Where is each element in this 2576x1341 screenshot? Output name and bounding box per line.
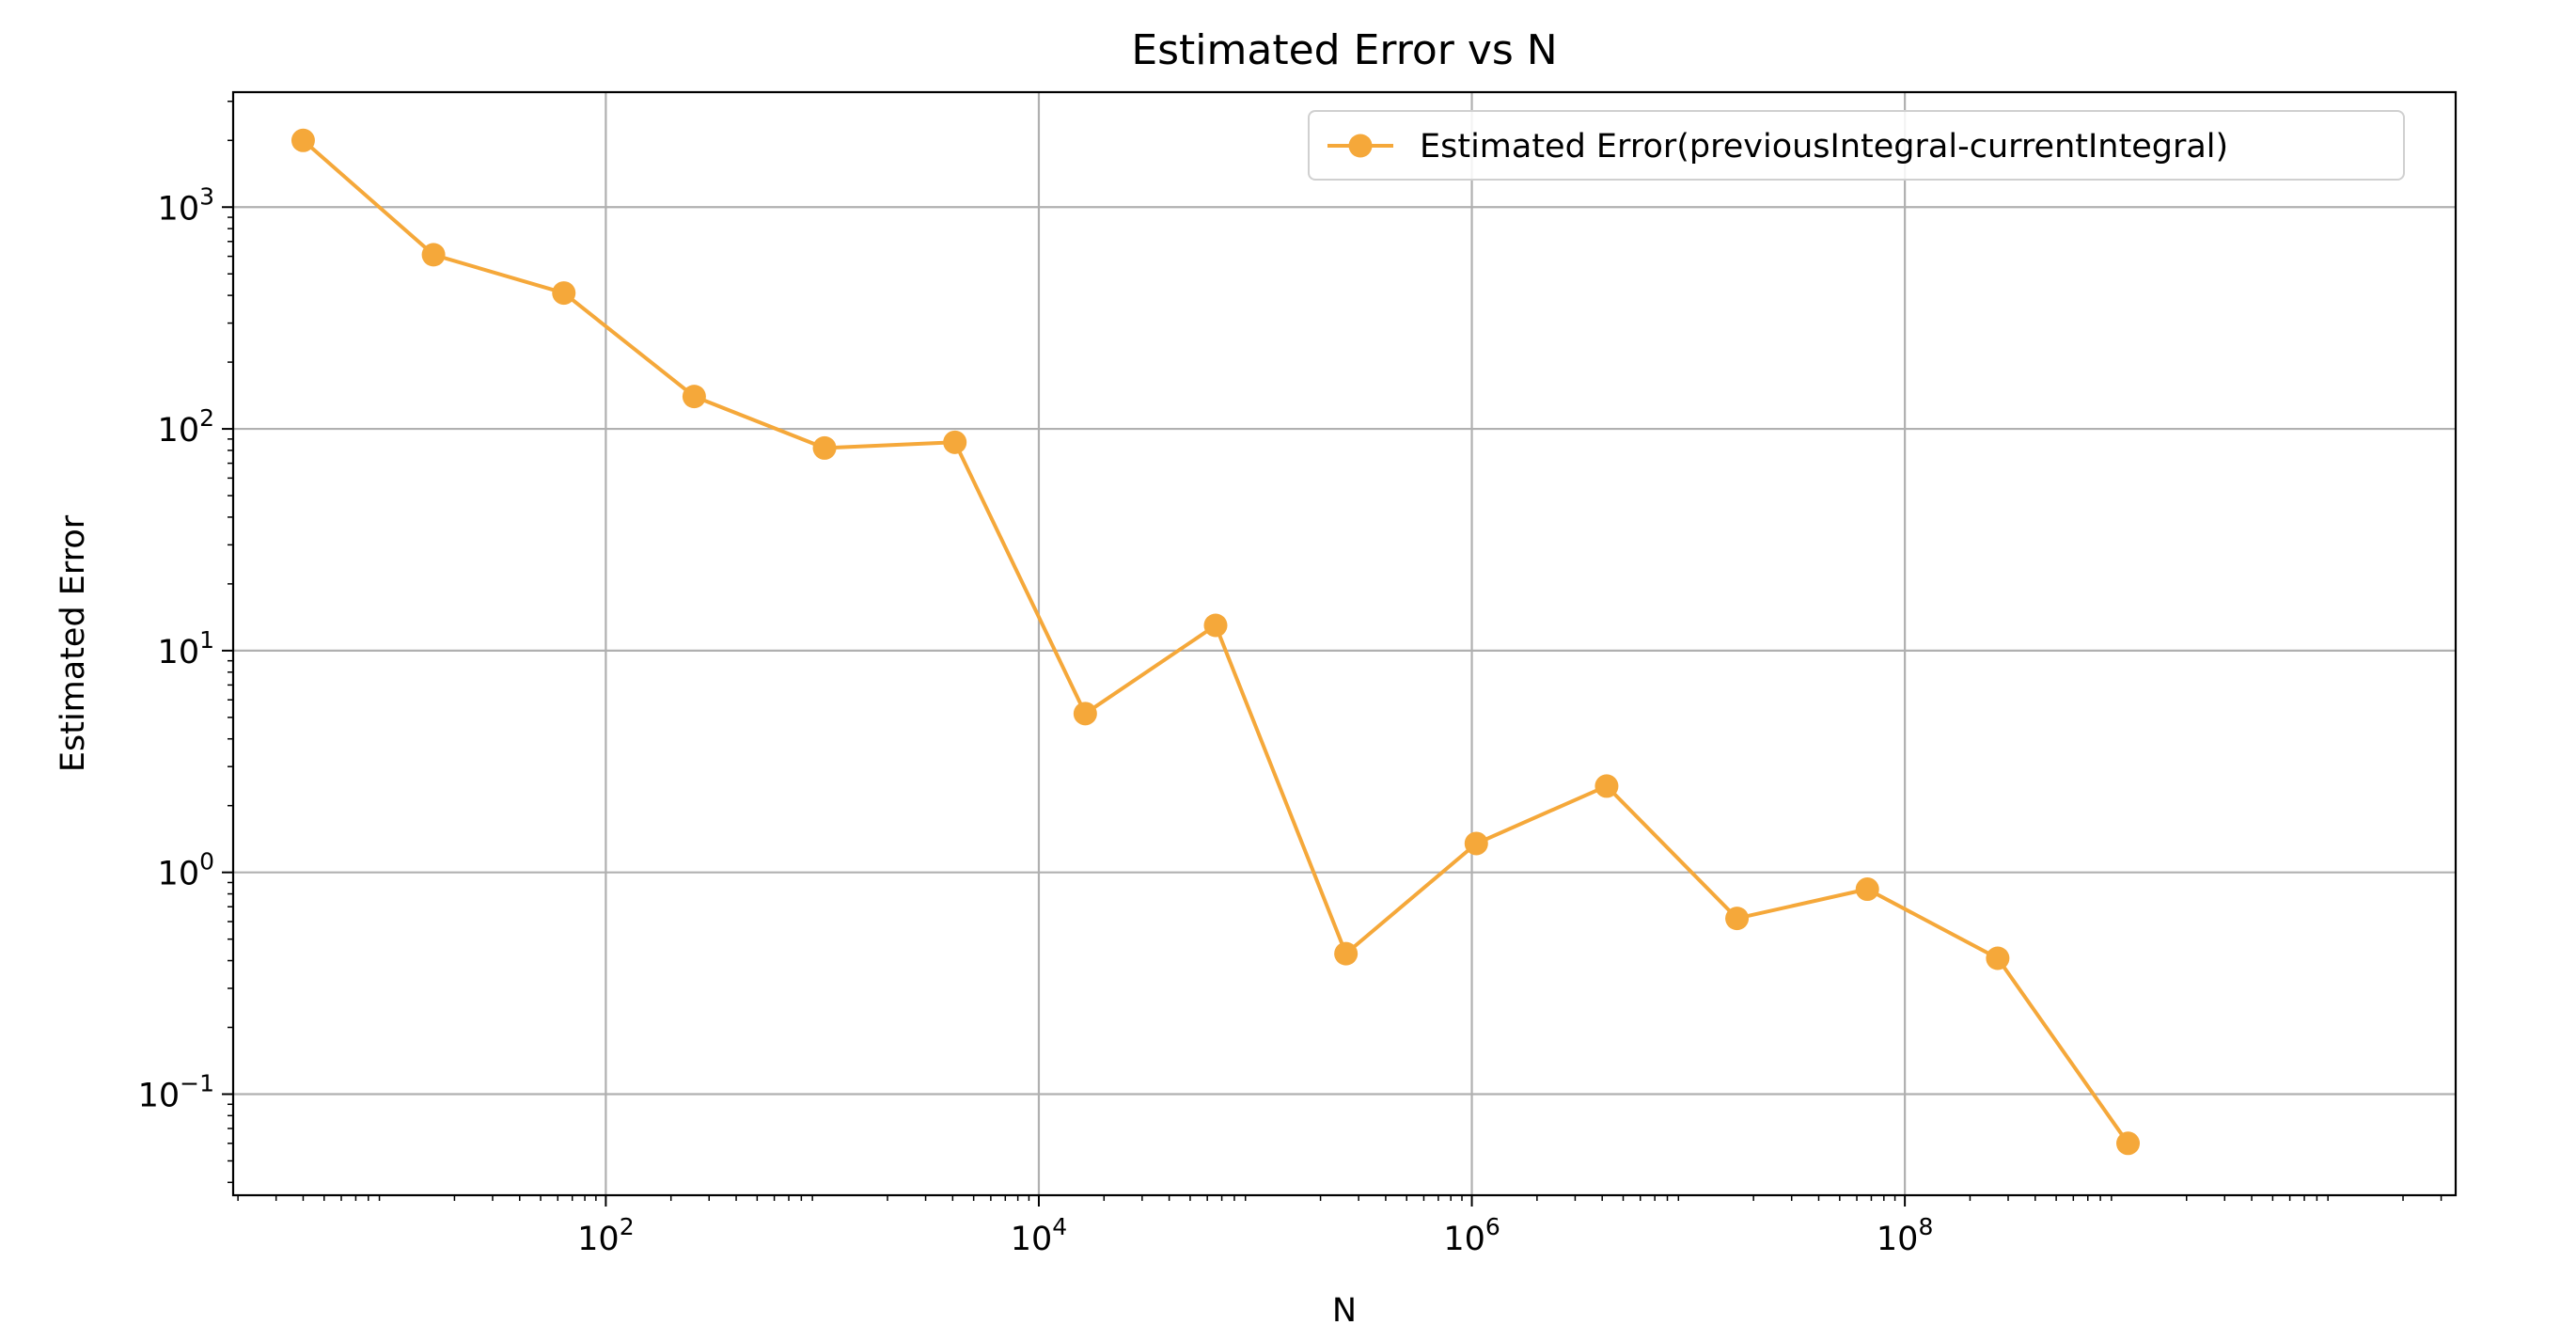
legend-marker-swatch (1348, 134, 1373, 158)
data-point-marker (1464, 831, 1488, 856)
x-tick-label: 104 (1011, 1213, 1067, 1258)
data-point-marker (1855, 877, 1879, 902)
data-point-marker (1073, 702, 1097, 726)
plot-area-frame (231, 90, 2458, 1197)
grid-lines (233, 92, 2456, 1195)
y-tick-label: 100 (158, 848, 214, 893)
data-point-marker (291, 128, 315, 152)
y-tick-label: 10−1 (138, 1069, 214, 1114)
data-point-marker (1594, 774, 1619, 798)
x-tick-label: 108 (1877, 1213, 1933, 1258)
x-axis-label: N (1332, 1292, 1357, 1330)
y-tick-label: 101 (158, 626, 214, 671)
chart-title: Estimated Error vs N (1131, 26, 1557, 74)
data-point-marker (2116, 1131, 2141, 1156)
data-point-marker (1725, 907, 1750, 931)
y-tick-label: 102 (158, 404, 214, 450)
data-point-marker (1203, 613, 1228, 638)
data-point-marker (1334, 941, 1359, 966)
y-axis-label: Estimated Error (55, 514, 92, 772)
data-point-marker (1986, 946, 2010, 970)
legend-box (1308, 110, 2405, 181)
axis-ticks: 102 104 106 108 10−1 100 101 102 103 (138, 101, 2442, 1258)
series-layer (291, 128, 2141, 1156)
x-tick-label: 106 (1443, 1213, 1500, 1258)
data-point-marker (943, 430, 967, 454)
legend-label: Estimated Error(previousIntegral-current… (1420, 128, 2228, 166)
data-point-marker (552, 281, 576, 306)
x-tick-label: 102 (577, 1213, 634, 1258)
y-tick-label: 103 (158, 182, 214, 228)
data-point-marker (682, 385, 706, 409)
legend: Estimated Error(previousIntegral-current… (1308, 110, 2405, 181)
data-point-marker (812, 435, 837, 460)
data-point-marker (421, 243, 446, 267)
